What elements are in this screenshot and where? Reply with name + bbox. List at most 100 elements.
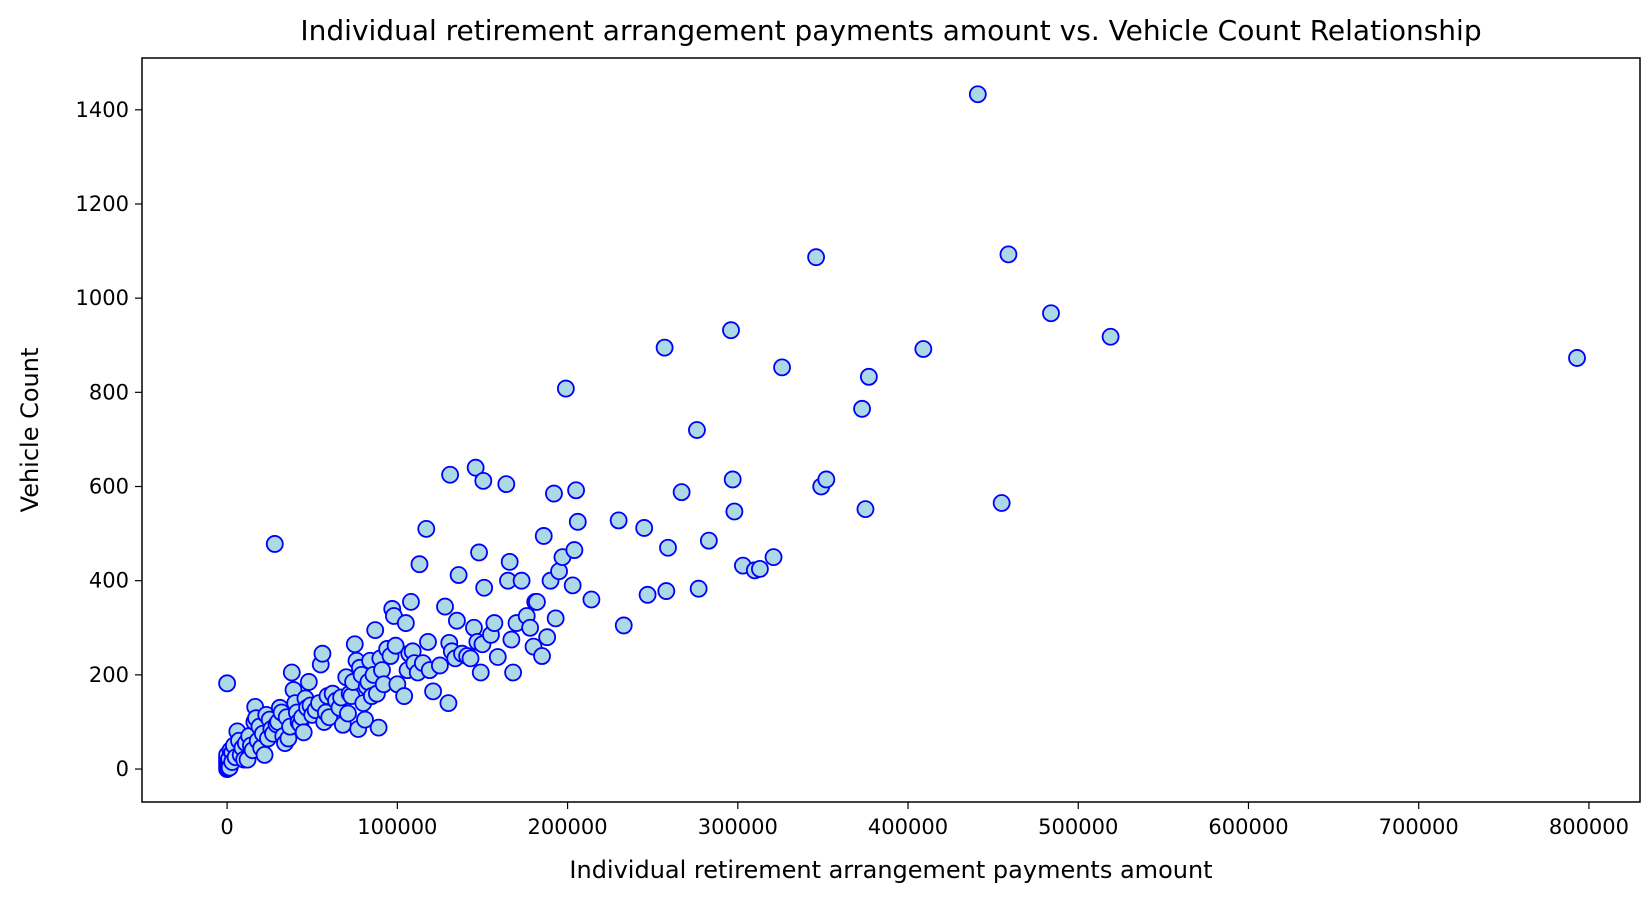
scatter-point <box>773 358 791 377</box>
scatter-point <box>992 494 1011 512</box>
x-tick-label: 600000 <box>1208 815 1288 839</box>
scatter-point <box>1042 304 1060 323</box>
scatter-point <box>567 481 585 500</box>
plot-area <box>141 57 1641 803</box>
scatter-point <box>672 483 691 502</box>
chart-title: Individual retirement arrangement paymen… <box>300 14 1481 47</box>
scatter-point <box>461 649 480 668</box>
scatter-point <box>417 519 436 538</box>
scatter-point <box>485 614 504 632</box>
scatter-point <box>545 484 563 503</box>
scatter-point <box>313 644 332 663</box>
scatter-point <box>817 470 836 489</box>
scatter-point <box>725 502 744 521</box>
scatter-point <box>430 656 449 675</box>
x-tick-label: 0 <box>220 815 233 839</box>
scatter-point <box>500 552 519 571</box>
x-tick-label: 400000 <box>868 815 948 839</box>
scatter-point <box>689 579 708 598</box>
scatter-point <box>638 585 657 604</box>
x-tick-label: 300000 <box>698 815 778 839</box>
scatter-point <box>475 578 494 597</box>
scatter-point <box>441 465 460 484</box>
scatter-point <box>474 471 493 490</box>
scatter-point <box>356 710 374 729</box>
scatter-point <box>282 663 301 682</box>
scatter-point <box>751 560 769 578</box>
scatter-point <box>369 718 388 737</box>
scatter-point <box>568 512 587 531</box>
x-tick-label: 500000 <box>1038 815 1118 839</box>
scatter-point <box>439 694 458 713</box>
x-axis: 0 100000 200000 300000 400000 500000 600000 700… <box>220 802 1629 839</box>
scatter-point <box>546 609 565 628</box>
scatter-point <box>449 566 468 584</box>
y-tick-label: 1000 <box>76 286 129 310</box>
scatter-point <box>807 248 825 267</box>
scatter-point <box>218 674 237 693</box>
y-tick-label: 1400 <box>76 98 129 122</box>
scatter-point <box>497 475 516 494</box>
scatter-point <box>402 592 420 611</box>
scatter-point <box>723 470 742 489</box>
scatter-point <box>294 723 313 742</box>
scatter-point <box>688 421 706 439</box>
scatter-point <box>396 614 415 632</box>
scatter-point <box>657 582 676 600</box>
x-tick-label: 700000 <box>1379 815 1459 839</box>
y-tick-label: 600 <box>89 475 129 499</box>
y-tick-label: 0 <box>116 757 129 781</box>
scatter-point <box>999 245 1018 264</box>
scatter-point <box>502 630 521 649</box>
y-axis: 0 200 400 600 800 1000 1200 1400 <box>76 98 142 781</box>
scatter-point <box>534 527 553 545</box>
scatter-point <box>255 746 274 764</box>
scatter-point <box>448 611 466 630</box>
scatter-point <box>1101 327 1120 346</box>
scatter-point <box>470 543 488 562</box>
scatter-point <box>609 511 628 530</box>
scatter-point <box>722 321 740 340</box>
scatter-point <box>563 576 582 595</box>
scatter-point <box>914 340 933 358</box>
scatter-point <box>466 458 485 477</box>
scatter-point <box>968 85 987 104</box>
scatter-point <box>528 592 546 611</box>
plot-frame <box>141 57 1641 803</box>
y-tick-label: 1200 <box>76 192 129 216</box>
scatter-point <box>471 663 490 682</box>
scatter-point <box>556 379 575 398</box>
y-tick-label: 200 <box>89 663 129 687</box>
scatter-point <box>265 535 284 553</box>
scatter-point <box>395 687 414 705</box>
scatter-point <box>859 367 878 386</box>
scatter-point <box>299 673 318 691</box>
scatter-point <box>533 647 551 665</box>
scatter-point <box>386 636 405 655</box>
scatter-point <box>424 682 442 701</box>
x-tick-label: 800000 <box>1549 815 1629 839</box>
scatter-point <box>345 635 364 654</box>
scatter-point <box>582 590 601 609</box>
x-tick-label: 200000 <box>527 815 607 839</box>
data-points <box>218 85 1586 778</box>
scatter-point <box>655 338 674 357</box>
scatter-point <box>419 632 437 651</box>
scatter-point <box>635 519 654 537</box>
scatter-point <box>504 663 522 682</box>
scatter-point <box>436 597 454 616</box>
scatter-point <box>410 555 429 574</box>
scatter-point <box>659 538 677 557</box>
scatter-point <box>538 628 557 647</box>
scatter-point <box>512 571 531 590</box>
scatter-point <box>856 500 875 519</box>
y-axis-label: Vehicle Count <box>16 348 44 513</box>
scatter-point <box>699 531 718 550</box>
scatter-point <box>565 541 584 559</box>
scatter-point <box>614 616 633 635</box>
x-axis-label: Individual retirement arrangement paymen… <box>569 856 1212 884</box>
scatter-point <box>488 648 507 666</box>
scatter-point <box>764 548 783 567</box>
